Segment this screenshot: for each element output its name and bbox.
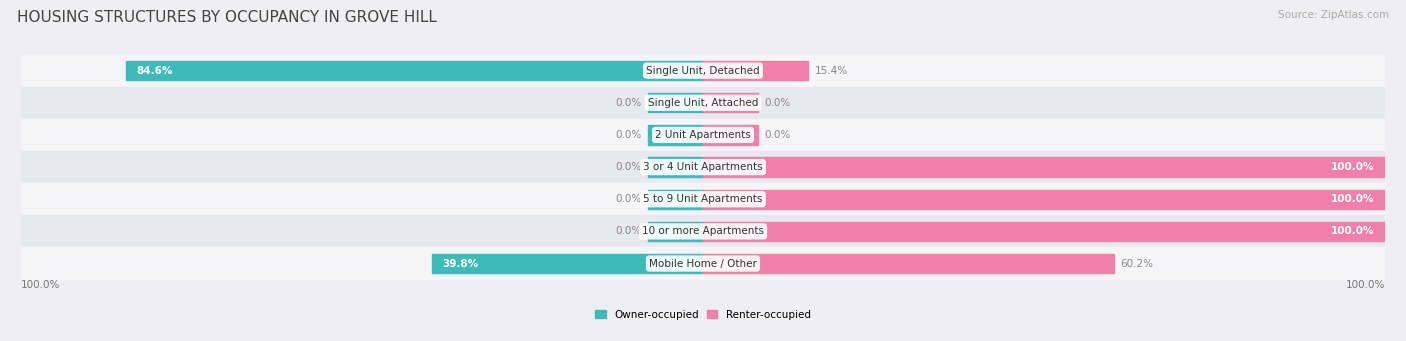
Text: 100.0%: 100.0% (21, 280, 60, 290)
Bar (432, 254, 703, 273)
Text: 0.0%: 0.0% (765, 98, 790, 108)
Text: Source: ZipAtlas.com: Source: ZipAtlas.com (1278, 10, 1389, 20)
Text: 5 to 9 Unit Apartments: 5 to 9 Unit Apartments (644, 194, 762, 204)
Text: 2 Unit Apartments: 2 Unit Apartments (655, 130, 751, 140)
Text: 0.0%: 0.0% (616, 226, 641, 236)
Bar (21, 119, 1385, 151)
Text: 0.0%: 0.0% (616, 194, 641, 204)
Bar (648, 93, 703, 113)
Bar (703, 254, 1114, 273)
Text: 60.2%: 60.2% (1121, 258, 1153, 269)
Bar (703, 61, 808, 80)
Bar (703, 222, 1385, 241)
Bar (21, 151, 1385, 183)
Bar (21, 183, 1385, 215)
Bar (21, 55, 1385, 87)
Bar (648, 222, 703, 241)
Bar (127, 61, 703, 80)
Text: 100.0%: 100.0% (1331, 162, 1375, 172)
Bar (21, 87, 1385, 119)
Text: 0.0%: 0.0% (616, 162, 641, 172)
Bar (703, 125, 758, 145)
Text: 10 or more Apartments: 10 or more Apartments (643, 226, 763, 236)
Legend: Owner-occupied, Renter-occupied: Owner-occupied, Renter-occupied (591, 306, 815, 324)
Text: HOUSING STRUCTURES BY OCCUPANCY IN GROVE HILL: HOUSING STRUCTURES BY OCCUPANCY IN GROVE… (17, 10, 437, 25)
Text: 84.6%: 84.6% (136, 65, 173, 76)
Text: 0.0%: 0.0% (616, 98, 641, 108)
Text: Mobile Home / Other: Mobile Home / Other (650, 258, 756, 269)
Bar (648, 158, 703, 177)
Bar (648, 125, 703, 145)
Text: Single Unit, Detached: Single Unit, Detached (647, 65, 759, 76)
Text: 100.0%: 100.0% (1346, 280, 1385, 290)
Text: 0.0%: 0.0% (765, 130, 790, 140)
Text: 3 or 4 Unit Apartments: 3 or 4 Unit Apartments (643, 162, 763, 172)
Text: 39.8%: 39.8% (441, 258, 478, 269)
Bar (648, 190, 703, 209)
Bar (703, 190, 1385, 209)
Bar (703, 158, 1385, 177)
Text: 0.0%: 0.0% (616, 130, 641, 140)
Bar (21, 248, 1385, 280)
Bar (703, 93, 758, 113)
Text: 100.0%: 100.0% (1331, 194, 1375, 204)
Text: Single Unit, Attached: Single Unit, Attached (648, 98, 758, 108)
Text: 15.4%: 15.4% (815, 65, 848, 76)
Text: 100.0%: 100.0% (1331, 226, 1375, 236)
Bar (21, 215, 1385, 248)
